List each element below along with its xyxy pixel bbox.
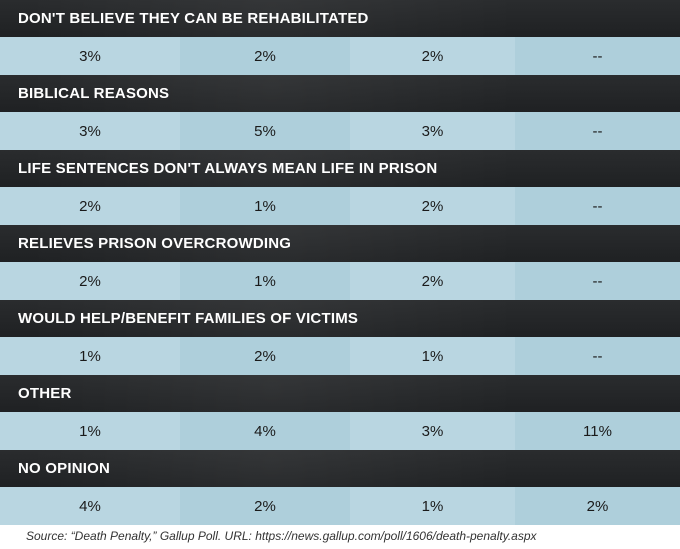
value-cell-col4: 11%: [515, 412, 680, 450]
value-cell-col1: 3%: [0, 112, 180, 150]
value-cell-col1: 2%: [0, 187, 180, 225]
value-cell-col2: 4%: [180, 412, 350, 450]
reason-label: DON'T BELIEVE THEY CAN BE REHABILITATED: [18, 10, 369, 27]
source-citation: Source: “Death Penalty,” Gallup Poll. UR…: [26, 528, 537, 543]
reason-header-life-sentences: LIFE SENTENCES DON'T ALWAYS MEAN LIFE IN…: [0, 150, 680, 187]
reason-header-overcrowding: RELIEVES PRISON OVERCROWDING: [0, 225, 680, 262]
reason-label: RELIEVES PRISON OVERCROWDING: [18, 235, 292, 252]
table-row: 2% 1% 2% --: [0, 187, 680, 225]
reason-label: LIFE SENTENCES DON'T ALWAYS MEAN LIFE IN…: [18, 160, 438, 177]
value-cell-col2: 2%: [180, 37, 350, 75]
value-cell-col1: 2%: [0, 262, 180, 300]
value-cell-col1: 1%: [0, 412, 180, 450]
value-cell-col3: 2%: [350, 262, 515, 300]
table-row: 1% 4% 3% 11%: [0, 412, 680, 450]
value-cell-col3: 1%: [350, 487, 515, 525]
value-cell-col2: 5%: [180, 112, 350, 150]
value-cell-col3: 2%: [350, 187, 515, 225]
value-cell-col2: 1%: [180, 187, 350, 225]
value-cell-col2: 2%: [180, 487, 350, 525]
reason-header-families: WOULD HELP/BENEFIT FAMILIES OF VICTIMS: [0, 300, 680, 337]
value-cell-col3: 3%: [350, 412, 515, 450]
reason-label: BIBLICAL REASONS: [18, 85, 170, 102]
value-cell-col1: 3%: [0, 37, 180, 75]
reason-header-other: OTHER: [0, 375, 680, 412]
table-row: 3% 5% 3% --: [0, 112, 680, 150]
value-cell-col4: --: [515, 337, 680, 375]
reason-header-biblical: BIBLICAL REASONS: [0, 75, 680, 112]
value-cell-col4: --: [515, 187, 680, 225]
reason-header-no-opinion: NO OPINION: [0, 450, 680, 487]
value-cell-col4: --: [515, 37, 680, 75]
value-cell-col3: 2%: [350, 37, 515, 75]
value-cell-col2: 2%: [180, 337, 350, 375]
value-cell-col4: --: [515, 262, 680, 300]
value-cell-col3: 1%: [350, 337, 515, 375]
value-cell-col4: --: [515, 112, 680, 150]
reason-header-rehabilitation: DON'T BELIEVE THEY CAN BE REHABILITATED: [0, 0, 680, 37]
table-row: 3% 2% 2% --: [0, 37, 680, 75]
value-cell-col2: 1%: [180, 262, 350, 300]
reason-label: WOULD HELP/BENEFIT FAMILIES OF VICTIMS: [18, 310, 359, 327]
value-cell-col3: 3%: [350, 112, 515, 150]
value-cell-col1: 4%: [0, 487, 180, 525]
reason-label: NO OPINION: [18, 460, 111, 477]
value-cell-col4: 2%: [515, 487, 680, 525]
table-row: 2% 1% 2% --: [0, 262, 680, 300]
reason-label: OTHER: [18, 385, 72, 402]
table-row: 4% 2% 1% 2%: [0, 487, 680, 525]
table-row: 1% 2% 1% --: [0, 337, 680, 375]
value-cell-col1: 1%: [0, 337, 180, 375]
